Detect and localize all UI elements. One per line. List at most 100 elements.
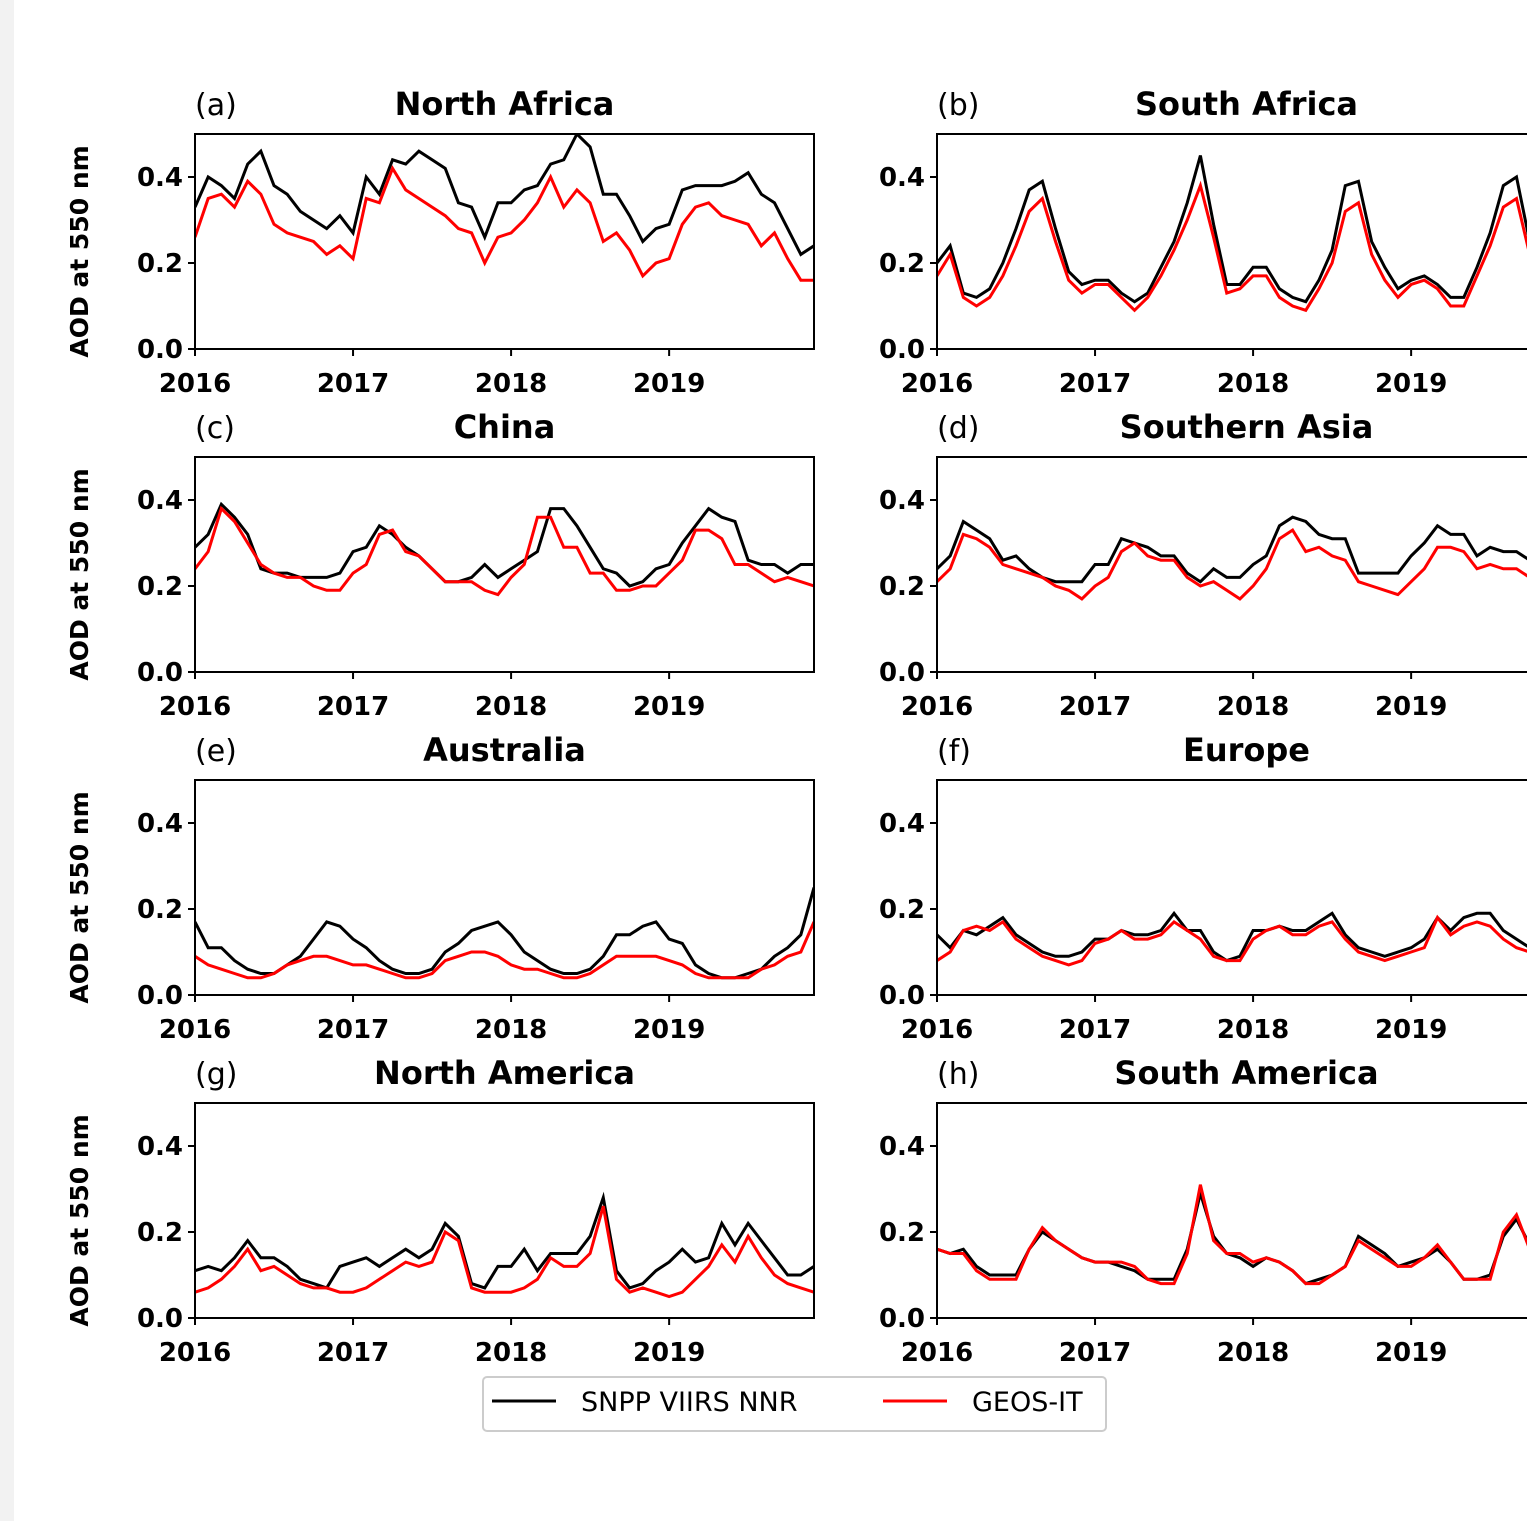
panel-title: South Africa (1135, 85, 1358, 123)
x-tick-label: 2019 (633, 369, 705, 399)
legend: SNPP VIIRS NNR GEOS-IT (482, 1376, 1107, 1432)
y-tick-label: 0.4 (137, 1132, 183, 1162)
x-tick-label: 2018 (1217, 369, 1289, 399)
x-tick-label: 2017 (1059, 369, 1131, 399)
series-line-geos-it (195, 165, 814, 282)
series-line-geos-it (937, 1184, 1527, 1286)
y-axis-label: AOD at 550 nm (65, 1114, 94, 1326)
panel-title: China (454, 408, 556, 446)
x-tick-label: 2017 (317, 369, 389, 399)
x-tick-label: 2018 (475, 692, 547, 722)
x-tick-label: 2016 (159, 1015, 231, 1045)
x-tick-label: 2019 (1375, 692, 1447, 722)
x-tick-label: 2018 (1217, 1015, 1289, 1045)
panel-label: (a) (195, 88, 237, 123)
legend-box (482, 1376, 1107, 1432)
y-tick-label: 0.2 (879, 572, 925, 602)
x-tick-label: 2019 (633, 692, 705, 722)
panel-title: Europe (1183, 731, 1310, 769)
plot-frame (194, 133, 815, 350)
plot-frame (194, 456, 815, 673)
series-line-snpp-viirs-nnr (195, 1191, 814, 1290)
y-tick-label: 0.2 (879, 249, 925, 279)
y-tick-label: 0.2 (879, 895, 925, 925)
plot-frame (936, 1102, 1527, 1319)
x-tick-label: 2016 (901, 1338, 973, 1368)
x-tick-label: 2019 (633, 1338, 705, 1368)
panel-label: (h) (937, 1057, 979, 1092)
y-tick-label: 0.4 (879, 163, 925, 193)
panel-label: (b) (937, 88, 979, 123)
y-tick-label: 0.2 (137, 895, 183, 925)
panel-label: (e) (195, 734, 237, 769)
panel-title: Southern Asia (1120, 408, 1374, 446)
y-tick-label: 0.0 (137, 658, 183, 688)
x-tick-label: 2017 (1059, 692, 1131, 722)
x-tick-label: 2016 (901, 369, 973, 399)
plot-frame (194, 779, 815, 996)
y-tick-label: 0.2 (137, 572, 183, 602)
series-line-snpp-viirs-nnr (937, 155, 1527, 304)
x-tick-label: 2016 (159, 1338, 231, 1368)
x-tick-label: 2019 (1375, 369, 1447, 399)
y-tick-label: 0.0 (137, 981, 183, 1011)
y-tick-label: 0.2 (137, 249, 183, 279)
x-tick-label: 2019 (1375, 1338, 1447, 1368)
panel: 0.0 0.2 0.4 2016 2017 2018 2019 (c) China AOD at … (65, 408, 815, 722)
x-tick-label: 2017 (1059, 1338, 1131, 1368)
x-tick-label: 2017 (317, 1338, 389, 1368)
panel-label: (d) (937, 411, 979, 446)
plot-frame (194, 1102, 815, 1319)
panel-label: (f) (937, 734, 971, 769)
panel: 0.0 0.2 0.4 2016 2017 2018 2019 (h) South Americ… (879, 1054, 1527, 1368)
x-tick-label: 2019 (1375, 1015, 1447, 1045)
y-tick-label: 0.2 (137, 1218, 183, 1248)
x-tick-label: 2016 (159, 369, 231, 399)
series-line-snpp-viirs-nnr (937, 910, 1527, 963)
y-axis-label: AOD at 550 nm (65, 468, 94, 680)
panel: 0.0 0.2 0.4 2016 2017 2018 2019 (f) Europe (879, 731, 1527, 1045)
series-line-snpp-viirs-nnr (937, 1187, 1527, 1286)
panel: 0.0 0.2 0.4 2016 2017 2018 2019 (g) North Americ… (65, 1054, 815, 1368)
x-tick-label: 2016 (159, 692, 231, 722)
series-line-geos-it (937, 180, 1527, 313)
x-tick-label: 2017 (1059, 1015, 1131, 1045)
plot-frame (936, 456, 1527, 673)
y-tick-label: 0.2 (879, 1218, 925, 1248)
x-tick-label: 2019 (633, 1015, 705, 1045)
panel: 0.0 0.2 0.4 2016 2017 2018 2019 (d) Southern Asi… (879, 408, 1527, 722)
panel-title: North America (374, 1054, 635, 1092)
x-tick-label: 2018 (1217, 1338, 1289, 1368)
panel: 0.0 0.2 0.4 2016 2017 2018 2019 (a) North Africa… (65, 85, 815, 399)
series-line-geos-it (195, 921, 814, 980)
y-tick-label: 0.4 (879, 486, 925, 516)
series-line-snpp-viirs-nnr (195, 501, 814, 588)
y-tick-label: 0.0 (879, 981, 925, 1011)
plot-frame (936, 133, 1527, 350)
legend-entry-label: SNPP VIIRS NNR (581, 1387, 798, 1418)
panel-title: South America (1114, 1054, 1378, 1092)
x-tick-label: 2016 (901, 692, 973, 722)
panel-title: Australia (423, 731, 586, 769)
x-tick-label: 2018 (475, 1015, 547, 1045)
series-line-geos-it (195, 505, 814, 597)
y-axis-label: AOD at 550 nm (65, 791, 94, 1003)
x-tick-label: 2016 (901, 1015, 973, 1045)
panel: 0.0 0.2 0.4 2016 2017 2018 2019 (b) South Africa (879, 85, 1527, 399)
y-tick-label: 0.0 (879, 1304, 925, 1334)
x-tick-label: 2018 (1217, 692, 1289, 722)
x-tick-label: 2018 (475, 369, 547, 399)
y-tick-label: 0.0 (137, 335, 183, 365)
y-tick-label: 0.4 (879, 809, 925, 839)
y-tick-label: 0.4 (137, 486, 183, 516)
y-tick-label: 0.4 (879, 1132, 925, 1162)
panel-title: North Africa (395, 85, 615, 123)
series-line-snpp-viirs-nnr (195, 134, 814, 257)
x-tick-label: 2017 (317, 1015, 389, 1045)
panel: 0.0 0.2 0.4 2016 2017 2018 2019 (e) Australia AOD… (65, 731, 815, 1045)
y-tick-label: 0.4 (137, 809, 183, 839)
series-line-snpp-viirs-nnr (195, 887, 814, 980)
y-tick-label: 0.0 (137, 1304, 183, 1334)
series-line-geos-it (937, 914, 1527, 967)
x-tick-label: 2018 (475, 1338, 547, 1368)
